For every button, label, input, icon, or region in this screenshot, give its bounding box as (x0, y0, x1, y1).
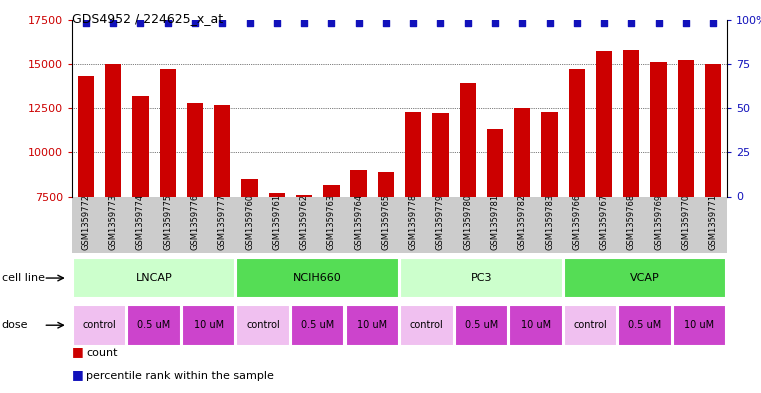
Bar (241, 179, 258, 329)
Text: 10 uM: 10 uM (193, 320, 224, 330)
Bar (454, 305, 508, 345)
Bar (673, 305, 726, 345)
Bar (678, 60, 694, 329)
Text: GDS4952 / 224625_x_at: GDS4952 / 224625_x_at (72, 12, 224, 25)
Bar (237, 258, 399, 298)
Bar (487, 129, 503, 329)
Text: 0.5 uM: 0.5 uM (629, 320, 661, 330)
Point (244, 20, 256, 26)
Bar (564, 258, 726, 298)
Bar (214, 105, 231, 329)
Point (652, 20, 664, 26)
Point (680, 20, 692, 26)
Text: ■: ■ (72, 345, 84, 358)
Point (707, 20, 719, 26)
Text: PC3: PC3 (470, 273, 492, 283)
Bar (132, 96, 148, 329)
Text: 0.5 uM: 0.5 uM (138, 320, 170, 330)
Bar (296, 195, 312, 329)
Point (598, 20, 610, 26)
Text: percentile rank within the sample: percentile rank within the sample (86, 371, 274, 381)
Bar (405, 112, 422, 329)
Bar (651, 62, 667, 329)
Bar (73, 258, 235, 298)
Text: control: control (247, 320, 280, 330)
Point (462, 20, 474, 26)
Point (161, 20, 174, 26)
Bar (127, 305, 181, 345)
Text: LNCAP: LNCAP (135, 273, 173, 283)
Point (435, 20, 447, 26)
Bar (105, 64, 122, 329)
Bar (705, 64, 721, 329)
Bar (568, 69, 585, 329)
Text: dose: dose (2, 320, 28, 330)
Point (489, 20, 501, 26)
Bar (237, 305, 290, 345)
Text: 10 uM: 10 uM (357, 320, 387, 330)
Bar (269, 193, 285, 329)
Point (298, 20, 310, 26)
Text: 10 uM: 10 uM (521, 320, 551, 330)
Point (543, 20, 556, 26)
Bar (564, 305, 617, 345)
Text: VCAP: VCAP (630, 273, 660, 283)
Bar (187, 103, 203, 329)
Bar (351, 170, 367, 329)
Bar (596, 51, 613, 329)
Bar (541, 112, 558, 329)
Bar (160, 69, 176, 329)
Text: 10 uM: 10 uM (684, 320, 715, 330)
Bar (291, 305, 345, 345)
Text: control: control (83, 320, 116, 330)
Bar (460, 83, 476, 329)
Bar (73, 305, 126, 345)
Point (80, 20, 92, 26)
Point (135, 20, 147, 26)
Bar (182, 305, 235, 345)
Bar (618, 305, 672, 345)
Bar (323, 185, 339, 329)
Text: control: control (574, 320, 607, 330)
Point (516, 20, 528, 26)
Bar (345, 305, 399, 345)
Bar (509, 305, 562, 345)
Bar (400, 258, 562, 298)
Point (407, 20, 419, 26)
Point (216, 20, 228, 26)
Point (571, 20, 583, 26)
Text: 0.5 uM: 0.5 uM (465, 320, 498, 330)
Text: ■: ■ (72, 368, 84, 381)
Bar (78, 76, 94, 329)
Bar (623, 50, 639, 329)
Text: control: control (410, 320, 444, 330)
Bar (377, 172, 394, 329)
Point (380, 20, 392, 26)
Bar (514, 108, 530, 329)
Text: cell line: cell line (2, 273, 45, 283)
Text: NCIH660: NCIH660 (293, 273, 342, 283)
Point (325, 20, 337, 26)
Point (107, 20, 119, 26)
Bar (400, 305, 454, 345)
Point (626, 20, 638, 26)
Point (189, 20, 201, 26)
Point (352, 20, 365, 26)
Point (271, 20, 283, 26)
Bar (432, 114, 449, 329)
Text: count: count (86, 348, 117, 358)
Text: 0.5 uM: 0.5 uM (301, 320, 334, 330)
